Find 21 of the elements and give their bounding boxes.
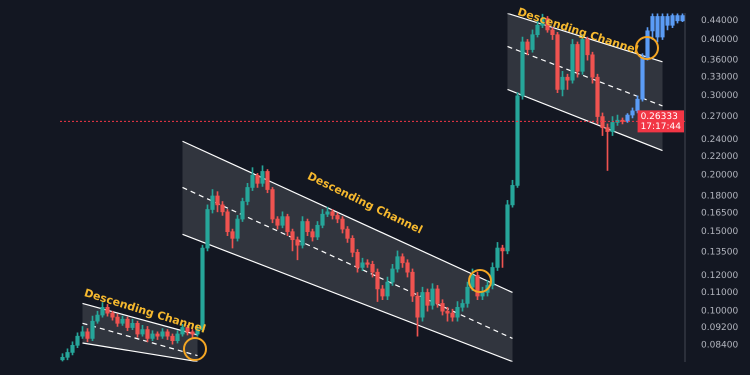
- y-tick-label: 0.36000: [701, 55, 738, 66]
- y-tick-label: 0.22000: [701, 152, 738, 162]
- y-tick-label: 0.24000: [701, 134, 738, 145]
- y-tick-label: 0.09200: [701, 322, 738, 333]
- y-tick-label: 0.11000: [701, 288, 738, 298]
- y-tick-label: 0.40000: [701, 34, 738, 45]
- y-tick-label: 0.15000: [701, 227, 738, 238]
- y-tick-label: 0.30000: [701, 91, 738, 102]
- y-tick-label: 0.27000: [701, 112, 738, 122]
- y-tick-label: 0.16500: [701, 208, 738, 218]
- y-tick-label: 0.20000: [701, 170, 738, 181]
- ref-line-label: 0.26333 17:17:44: [640, 112, 682, 132]
- y-tick-label: 0.12000: [701, 270, 738, 281]
- y-tick-label: 0.33000: [701, 72, 738, 83]
- y-tick-label: 0.10000: [701, 306, 738, 316]
- y-tick-label: 0.44000: [701, 16, 738, 26]
- y-tick-label: 0.13500: [701, 248, 738, 258]
- y-tick-label: 0.08400: [701, 340, 738, 351]
- y-tick-label: 0.18000: [701, 191, 738, 202]
- candlestick: [500, 244, 505, 268]
- candlestick: [565, 74, 570, 90]
